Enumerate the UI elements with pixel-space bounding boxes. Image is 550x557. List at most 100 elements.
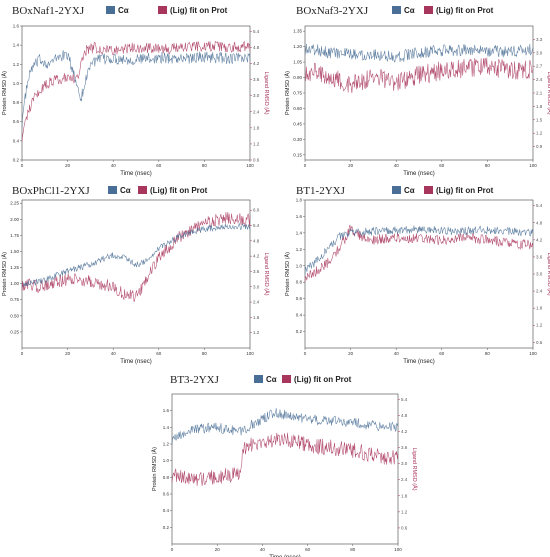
y2-tick-label: 0.9 [536,144,543,149]
y-axis-label: Protein RMSD (Å) [1,252,8,296]
y2-tick-label: 1.8 [253,125,260,130]
y2-tick-label: 2.4 [401,477,408,482]
chart-title: BT3-2YXJ [170,374,220,386]
chart-title: BT1-2YXJ [296,185,346,197]
y-tick-label: 0.30 [293,137,302,142]
chart-panel-4: BT1-2YXJ Cα (Lig) fit on Prot 0 20 40 60 80 100 0… [284,185,550,365]
x-tick-label: 0 [304,351,307,356]
legend-label-protein: Cα [118,6,129,15]
y-tick-label: 1.4 [296,230,303,235]
legend-label-ligand: (Lig) fit on Prot [294,375,352,384]
legend-swatch-ligand [424,6,433,14]
chart-panel-3: BOxPhCl1-2YXJ Cα (Lig) fit on Prot 0 20 40 60 8… [1,185,270,365]
y2-tick-label: 3.6 [536,254,543,259]
x-tick-label: 20 [348,163,354,168]
y-tick-label: 0.6 [296,296,303,301]
y-tick-label: 0.60 [293,106,302,111]
chart-title: BOxNaf3-2YXJ [296,5,369,17]
y2-axis-label: Ligand RMSD (Å) [263,252,270,295]
y-axis-label: Protein RMSD (Å) [284,252,291,296]
x-axis-label: Time (nsec) [403,171,434,177]
y-axis-label: Protein RMSD (Å) [284,71,291,115]
y2-tick-label: 3.0 [536,50,543,55]
x-tick-label: 40 [111,163,117,168]
y2-tick-label: 5.4 [253,29,260,34]
y2-tick-label: 0.6 [401,525,408,530]
y2-tick-label: 2.4 [253,109,260,114]
y2-tick-label: 3.6 [253,77,260,82]
y2-tick-label: 1.5 [536,117,543,122]
series-line-protein [304,225,534,274]
x-tick-label: 40 [394,351,400,356]
y-tick-label: 1.6 [163,408,170,413]
y2-tick-label: 3.3 [536,37,543,42]
y-tick-label: 0.8 [163,475,170,480]
y2-tick-label: 3.6 [401,445,408,450]
y-tick-label: 0.6 [163,492,170,497]
y2-tick-label: 5.4 [536,203,543,208]
series-line-ligand [171,432,399,486]
y2-tick-label: 2.7 [536,64,543,69]
chart-panel-1: BOxNaf1-2YXJ Cα (Lig) fit on Prot 0 20 40 60 80… [1,5,270,177]
x-tick-label: 0 [21,351,24,356]
legend-swatch-protein [108,186,117,194]
series-line-ligand [304,57,534,94]
legend-swatch-protein [392,6,401,14]
plot-frame [304,199,534,349]
y-tick-label: 1.05 [293,60,302,65]
y2-tick-label: 4.2 [536,237,543,242]
y-tick-label: 1.2 [13,62,20,67]
x-axis-label: Time (nsec) [269,555,300,557]
x-tick-label: 40 [111,351,117,356]
y-tick-label: 1.35 [293,29,302,34]
y-tick-label: 1.6 [13,24,20,29]
y2-tick-label: 1.2 [401,509,408,514]
legend-swatch-protein [106,6,115,14]
y2-tick-label: 3.6 [253,269,260,274]
y-tick-label: 2.00 [10,217,19,222]
legend-label-ligand: (Lig) fit on Prot [436,186,494,195]
y-tick-label: 0.90 [293,75,302,80]
x-tick-label: 20 [65,351,71,356]
x-tick-label: 60 [156,351,162,356]
y-tick-label: 0.2 [296,329,303,334]
x-tick-label: 100 [246,351,254,356]
series-line-protein [304,43,534,63]
y-tick-label: 0.25 [10,329,19,334]
legend-swatch-ligand [138,186,147,194]
x-tick-label: 60 [305,547,311,552]
x-tick-label: 60 [439,163,445,168]
x-tick-label: 20 [348,351,354,356]
series-line-protein [21,222,251,288]
y-tick-label: 0.2 [13,158,20,163]
legend-label-protein: Cα [404,186,415,195]
x-tick-label: 100 [529,351,537,356]
legend-label-ligand: (Lig) fit on Prot [170,6,228,15]
legend-swatch-ligand [282,375,291,383]
y2-tick-label: 2.1 [536,91,543,96]
x-tick-label: 100 [394,547,402,552]
y2-tick-label: 4.8 [253,238,260,243]
y2-axis-label: Ligand RMSD (Å) [411,447,418,490]
y2-tick-label: 6.0 [253,208,260,213]
y2-tick-label: 4.2 [253,254,260,259]
y-tick-label: 1.4 [163,425,170,430]
legend-label-ligand: (Lig) fit on Prot [150,186,208,195]
y2-axis-label: Ligand RMSD (Å) [546,252,550,295]
x-tick-label: 40 [394,163,400,168]
y-tick-label: 0.15 [293,152,302,157]
legend-label-protein: Cα [120,186,131,195]
y2-tick-label: 1.8 [536,306,543,311]
y2-tick-label: 1.8 [401,493,408,498]
y-tick-label: 1.50 [10,249,19,254]
y-tick-label: 1.00 [10,281,19,286]
y2-tick-label: 4.8 [536,220,543,225]
y-tick-label: 0.4 [163,508,170,513]
y2-tick-label: 4.8 [253,45,260,50]
x-tick-label: 100 [246,163,254,168]
y-tick-label: 0.4 [296,313,303,318]
y2-tick-label: 0.6 [536,340,543,345]
y2-tick-label: 4.2 [401,429,408,434]
y-tick-label: 0.8 [296,280,303,285]
